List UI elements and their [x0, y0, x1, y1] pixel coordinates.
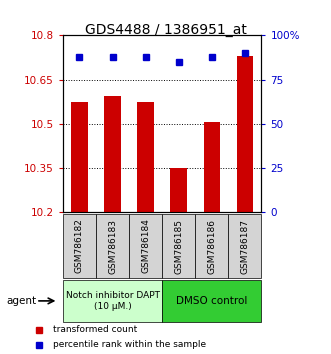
Bar: [170, 168, 187, 212]
Text: Notch inhibitor DAPT
(10 μM.): Notch inhibitor DAPT (10 μM.): [66, 291, 160, 310]
Bar: [96, 214, 129, 278]
Text: GSM786187: GSM786187: [240, 218, 250, 274]
Text: GSM786186: GSM786186: [207, 218, 216, 274]
Bar: [237, 56, 253, 212]
Bar: [204, 122, 220, 212]
Text: GDS4488 / 1386951_at: GDS4488 / 1386951_at: [84, 23, 247, 37]
Bar: [71, 102, 88, 212]
Text: DMSO control: DMSO control: [176, 296, 248, 306]
Text: GSM786184: GSM786184: [141, 218, 150, 274]
Bar: [63, 214, 96, 278]
Text: GSM786182: GSM786182: [75, 218, 84, 274]
Text: percentile rank within the sample: percentile rank within the sample: [54, 340, 207, 349]
Text: GSM786183: GSM786183: [108, 218, 117, 274]
Text: transformed count: transformed count: [54, 325, 138, 334]
Bar: [104, 96, 121, 212]
Text: GSM786185: GSM786185: [174, 218, 183, 274]
Text: agent: agent: [7, 296, 37, 306]
Bar: [63, 280, 162, 322]
Bar: [129, 214, 162, 278]
Bar: [228, 214, 261, 278]
Bar: [137, 102, 154, 212]
Bar: [195, 214, 228, 278]
Bar: [162, 280, 261, 322]
Bar: [162, 214, 195, 278]
